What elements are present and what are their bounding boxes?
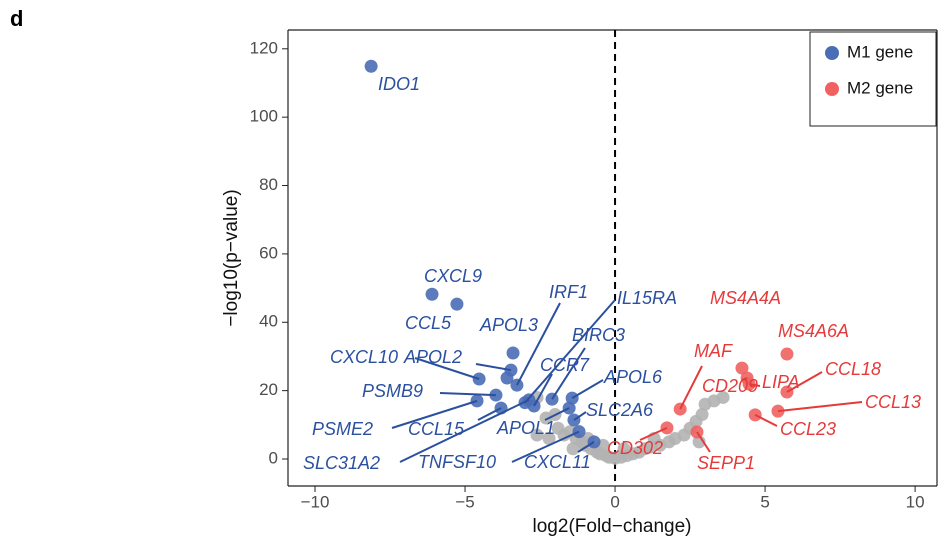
gene-label: CXCL10 (330, 347, 398, 367)
gene-label: APOL1 (496, 418, 555, 438)
leader-line (573, 411, 587, 421)
gene-label: BIRC3 (572, 325, 625, 345)
gene-point (506, 346, 520, 360)
x-tick-label: −5 (455, 492, 474, 511)
gene-label: MS4A4A (710, 288, 781, 308)
gene-label: CCL18 (825, 359, 881, 379)
gene-label: MAF (694, 341, 733, 361)
leader-line (477, 407, 502, 421)
x-axis-label: log2(Fold−change) (533, 516, 692, 537)
gene-label: CCL13 (865, 392, 921, 412)
legend-label: M1 gene (847, 42, 913, 61)
leader-line (511, 430, 580, 463)
leader-line (639, 426, 668, 441)
x-tick-label: −10 (301, 492, 330, 511)
gray-point (716, 390, 730, 404)
leader-line (754, 414, 778, 427)
gene-label: CD209 (702, 376, 758, 396)
gene-point (500, 371, 514, 385)
leader-line (399, 398, 530, 463)
y-axis-label: −log10(p−value) (221, 189, 242, 326)
gene-label: APOL6 (603, 367, 663, 387)
y-tick-label: 100 (250, 107, 278, 126)
gene-label: CD302 (607, 438, 663, 458)
x-tick-label: 5 (760, 492, 769, 511)
gene-label: CXCL11 (524, 452, 591, 472)
gene-label: MS4A6A (778, 321, 849, 341)
gene-label: CCL5 (405, 313, 452, 333)
leader-line (533, 373, 553, 407)
gray-point (530, 428, 544, 442)
gene-label: TNFSF10 (418, 452, 496, 472)
gene-label: CCL23 (780, 419, 836, 439)
leader-line (524, 299, 616, 404)
legend-marker (825, 46, 839, 60)
leader-line (439, 392, 496, 397)
leader-line (551, 347, 586, 400)
y-tick-label: 80 (259, 175, 278, 194)
gene-label: IRF1 (549, 282, 588, 302)
y-tick-label: 40 (259, 312, 278, 331)
leader-line (741, 377, 748, 381)
x-tick-label: 10 (906, 492, 925, 511)
gray-point (542, 431, 556, 445)
y-tick-label: 20 (259, 380, 278, 399)
gene-label: SLC31A2 (303, 453, 380, 473)
leader-line (571, 379, 604, 400)
gene-point (780, 347, 794, 361)
leader-line (516, 302, 561, 386)
gene-point (425, 287, 439, 301)
gene-label: PSMB9 (362, 381, 423, 401)
gene-label: IL15RA (617, 288, 677, 308)
gene-point (450, 297, 464, 311)
leader-line (777, 401, 863, 413)
y-tick-label: 60 (259, 243, 278, 262)
gray-point (695, 408, 709, 422)
leader-line (414, 357, 480, 380)
y-tick-label: 120 (250, 38, 278, 57)
legend-marker (825, 82, 839, 96)
y-tick-label: 0 (269, 448, 278, 467)
x-tick-label: 0 (610, 492, 619, 511)
gene-point (364, 59, 378, 73)
gene-label: APOL2 (403, 347, 462, 367)
gene-label: PSME2 (312, 419, 373, 439)
gene-label: APOL3 (479, 315, 538, 335)
leader-line (679, 365, 703, 410)
gene-point (735, 361, 749, 375)
leader-line (391, 399, 478, 429)
gene-label: LIPA (762, 372, 800, 392)
leader-line (577, 441, 595, 453)
gene-label: CXCL9 (424, 266, 482, 286)
panel-label: d (10, 6, 23, 31)
leader-line (475, 363, 512, 372)
leader-line (544, 407, 570, 421)
leader-line (696, 431, 711, 453)
gene-label: SEPP1 (697, 453, 755, 473)
legend-label: M2 gene (847, 78, 913, 97)
leader-line (749, 383, 761, 387)
leader-line (786, 371, 823, 393)
gray-point (566, 442, 580, 456)
gene-label: CCL15 (408, 419, 465, 439)
gene-label: IDO1 (378, 74, 420, 94)
gene-label: SLC2A6 (586, 400, 654, 420)
gray-point (617, 442, 631, 456)
